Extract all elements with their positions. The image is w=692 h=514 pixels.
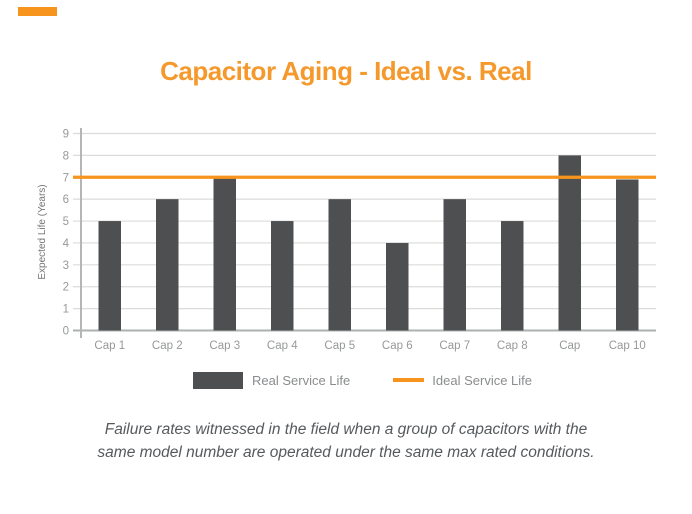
y-tick-label: 2: [63, 282, 69, 294]
bar: [213, 177, 236, 331]
bar: [386, 242, 409, 331]
x-category-label: Cap: [559, 340, 580, 352]
bar-chart: 0 1 2 3 4 5 6 7 8 9 Expected Life (Years) Cap 1 Cap …: [37, 128, 656, 352]
bar: [501, 221, 524, 331]
caption-line-2: same model number are operated under the…: [97, 444, 595, 461]
bar: [616, 179, 639, 331]
accent-bar: [18, 7, 57, 16]
x-category-label: Cap 3: [209, 340, 240, 352]
real-service-life-swatch: [193, 371, 243, 389]
ideal-service-life-swatch: [393, 378, 425, 382]
y-tick-label: 8: [63, 150, 69, 162]
x-category-label: Cap 5: [324, 340, 355, 352]
y-tick-label: 0: [63, 326, 69, 338]
y-tick-label: 5: [63, 216, 69, 228]
x-category-label: Cap 1: [94, 340, 125, 352]
x-category-label: Cap 7: [439, 340, 470, 352]
caption-line-1: Failure rates witnessed in the field whe…: [104, 421, 588, 438]
x-category-label: Cap 10: [609, 340, 646, 352]
bar: [558, 155, 581, 331]
caption: Failure rates witnessed in the field whe…: [0, 418, 692, 464]
y-tick-label: 4: [63, 238, 70, 250]
chart-title: Capacitor Aging - Ideal vs. Real: [160, 56, 532, 86]
y-tick-label: 3: [63, 260, 69, 272]
x-category-label: Cap 8: [497, 340, 528, 352]
legend-label-ideal: Ideal Service Life: [432, 372, 533, 388]
chart-legend: Real Service Life Ideal Service Life: [193, 371, 532, 389]
bar: [328, 199, 351, 331]
bar: [271, 221, 294, 331]
x-category-label: Cap 4: [267, 340, 298, 352]
bar: [156, 199, 179, 331]
y-tick-label: 6: [63, 194, 69, 206]
legend-label-real: Real Service Life: [252, 372, 351, 388]
y-tick-label: 7: [63, 172, 69, 184]
bar: [443, 199, 466, 331]
bar: [98, 221, 121, 331]
x-category-label: Cap 2: [152, 340, 183, 352]
y-tick-label: 9: [63, 128, 69, 140]
y-axis-title: Expected Life (Years): [37, 184, 48, 279]
x-category-label: Cap 6: [382, 340, 413, 352]
y-tick-label: 1: [63, 304, 69, 316]
